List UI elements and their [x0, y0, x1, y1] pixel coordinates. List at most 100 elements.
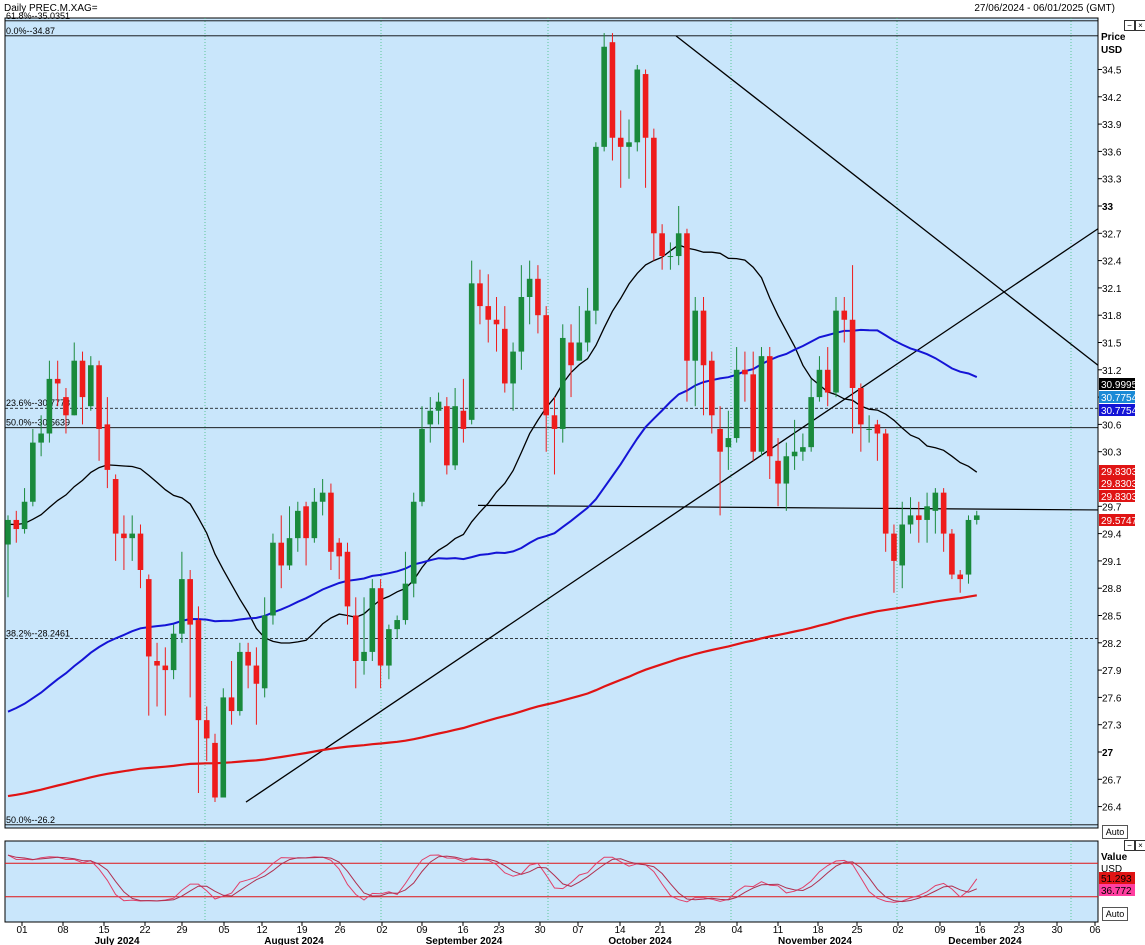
candle-body	[899, 524, 906, 566]
candle-body	[692, 310, 699, 361]
price-badge-label: 29.5747	[1101, 516, 1138, 527]
candle-body	[502, 328, 508, 384]
candle-body	[617, 137, 624, 147]
x-tick-label: 23	[493, 925, 505, 936]
indicator-auto-button[interactable]: Auto	[1102, 907, 1128, 921]
collapse-indicator-panel-icon[interactable]: −	[1124, 840, 1135, 851]
month-label: October 2024	[608, 936, 672, 945]
candle-body	[783, 456, 790, 484]
month-label: November 2024	[778, 936, 852, 945]
candle-body	[733, 369, 740, 439]
candle-body	[973, 515, 980, 520]
x-tick-label: 08	[57, 925, 69, 936]
candle-body	[965, 519, 972, 575]
x-tick-label: 02	[376, 925, 388, 936]
fib-level-label: 61.8%--35.0351	[6, 11, 70, 21]
instrument-title: Daily PREC.M.XAG=	[4, 3, 98, 14]
x-tick-label: 06	[1089, 925, 1101, 936]
candle-body	[419, 428, 425, 502]
month-label: July 2024	[94, 936, 139, 945]
x-tick-label: 18	[812, 925, 824, 936]
month-label: August 2024	[264, 936, 324, 945]
candle-body	[568, 342, 574, 366]
candle-body	[286, 538, 293, 566]
ma-blue-line	[7, 328, 978, 713]
candle-body	[659, 233, 665, 257]
x-tick-label: 02	[892, 925, 904, 936]
candle-body	[154, 661, 160, 666]
y-tick-label: 27	[1102, 748, 1114, 759]
candle-body	[609, 42, 616, 138]
candle-body	[700, 310, 707, 366]
indicator-axis-unit: USD	[1101, 864, 1123, 875]
candle-body	[841, 310, 848, 320]
candle-body	[203, 720, 210, 739]
x-tick-label: 05	[218, 925, 230, 936]
candle-body	[21, 501, 28, 530]
y-tick-label: 26.4	[1102, 803, 1122, 814]
candle-body	[30, 442, 36, 502]
candle-body	[112, 479, 119, 534]
x-tick-label: 21	[654, 925, 666, 936]
candle-body	[949, 533, 955, 575]
close-indicator-panel-icon[interactable]: ×	[1135, 840, 1145, 851]
price-badge-label: 29.8303	[1101, 479, 1138, 490]
x-tick-label: 01	[16, 925, 28, 936]
candle-body	[940, 492, 947, 534]
ma-red-line	[7, 594, 977, 798]
candle-body	[46, 378, 53, 434]
price-badge	[1099, 404, 1135, 416]
price-badge	[1099, 514, 1135, 526]
candle-body	[179, 579, 185, 634]
candle-body	[270, 542, 276, 616]
indicator-badge-label: 36.772	[1101, 886, 1132, 897]
candle-body	[891, 533, 897, 561]
y-tick-label: 29.4	[1102, 530, 1122, 541]
candle-body	[71, 360, 78, 416]
candle-body	[477, 283, 483, 307]
candle-body	[386, 629, 392, 666]
candle-body	[452, 406, 458, 466]
candle-body	[96, 365, 102, 429]
candle-body	[402, 583, 409, 621]
indicator-badge	[1099, 872, 1135, 884]
candle-body	[932, 492, 939, 511]
candle-body	[866, 428, 872, 430]
candle-body	[435, 401, 442, 411]
stoch-d-line	[7, 854, 977, 903]
y-tick-label: 34.5	[1102, 66, 1122, 77]
candle-body	[808, 397, 814, 448]
candle-body	[543, 315, 549, 416]
y-tick-label: 33.6	[1102, 147, 1122, 158]
collapse-price-panel-icon[interactable]: −	[1124, 20, 1135, 31]
x-tick-label: 04	[731, 925, 743, 936]
candle-body	[593, 146, 599, 311]
y-tick-label: 30.3	[1102, 448, 1122, 459]
candle-body	[742, 369, 748, 375]
candle-body	[253, 665, 260, 684]
candle-body	[278, 542, 285, 566]
candle-body	[924, 506, 930, 520]
candle-body	[328, 492, 334, 552]
candle-body	[121, 533, 127, 539]
candle-body	[858, 388, 864, 425]
candle-body	[510, 351, 516, 384]
candle-body	[576, 342, 583, 361]
y-tick-label: 27.9	[1102, 666, 1122, 677]
candle-body	[849, 319, 856, 388]
y-tick-label: 26.7	[1102, 775, 1122, 786]
candle-body	[675, 233, 682, 257]
candle-body	[957, 574, 963, 580]
candle-body	[54, 378, 61, 384]
candle-body	[344, 551, 351, 607]
candle-body	[626, 142, 632, 147]
y-tick-label: 30.6	[1102, 420, 1122, 431]
candle-body	[361, 651, 367, 661]
close-price-panel-icon[interactable]: ×	[1135, 20, 1145, 31]
candle-body	[916, 515, 922, 520]
candle-body	[684, 233, 690, 361]
candle-body	[261, 615, 268, 689]
price-auto-button[interactable]: Auto	[1102, 825, 1128, 839]
